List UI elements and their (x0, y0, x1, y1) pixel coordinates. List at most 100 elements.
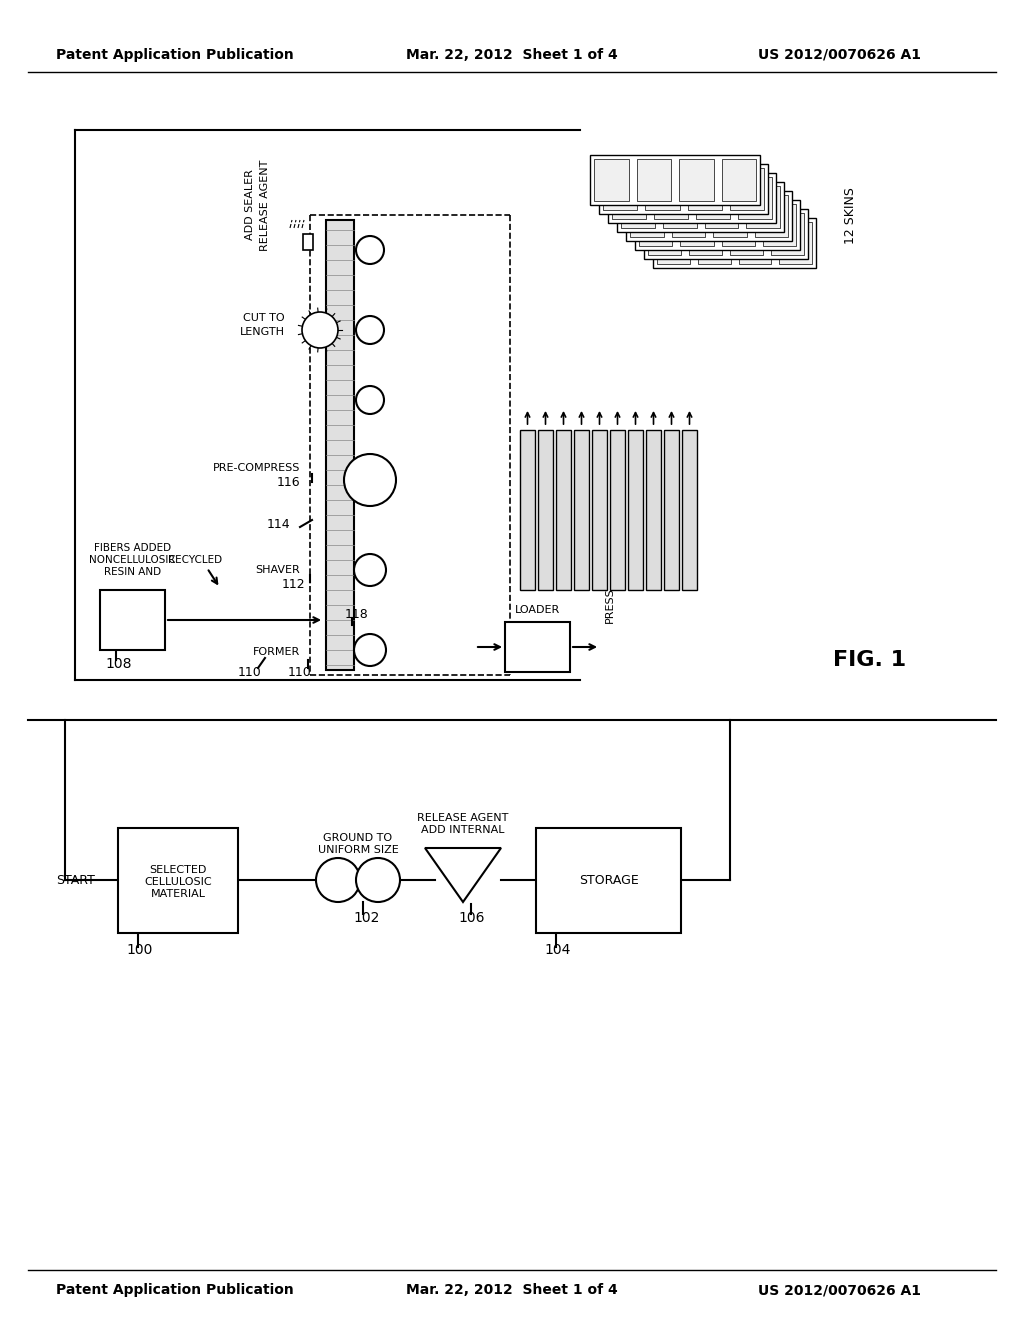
Bar (689, 213, 722, 255)
Circle shape (356, 858, 400, 902)
Text: Patent Application Publication: Patent Application Publication (56, 1283, 294, 1298)
Text: UNIFORM SIZE: UNIFORM SIZE (317, 845, 398, 855)
Bar (592, 430, 607, 590)
Bar (682, 430, 697, 590)
Bar (763, 205, 796, 246)
Bar (118, 828, 238, 932)
Circle shape (356, 315, 384, 345)
Bar (722, 158, 756, 201)
Text: CELLULOSIC: CELLULOSIC (144, 876, 212, 887)
Text: Mar. 22, 2012  Sheet 1 of 4: Mar. 22, 2012 Sheet 1 of 4 (407, 48, 617, 62)
Bar (505, 622, 570, 672)
Text: NONCELLULOSIC: NONCELLULOSIC (89, 554, 176, 565)
Bar (664, 430, 679, 590)
Bar (730, 168, 764, 210)
Text: US 2012/0070626 A1: US 2012/0070626 A1 (759, 1283, 922, 1298)
Text: ADD INTERNAL: ADD INTERNAL (421, 825, 505, 836)
Text: 100: 100 (126, 944, 153, 957)
Bar (646, 430, 662, 590)
Text: STORAGE: STORAGE (579, 874, 638, 887)
Bar (653, 218, 816, 268)
Text: 116: 116 (276, 475, 300, 488)
Text: CUT TO: CUT TO (244, 313, 285, 323)
Bar (599, 164, 768, 214)
Text: RELEASE AGENT: RELEASE AGENT (260, 160, 270, 251)
Text: RECYCLED: RECYCLED (168, 554, 222, 565)
Bar (645, 168, 680, 210)
Text: MATERIAL: MATERIAL (151, 888, 206, 899)
Text: 112: 112 (282, 578, 305, 590)
Bar (738, 222, 771, 264)
Text: SELECTED: SELECTED (150, 865, 207, 875)
Bar (594, 158, 629, 201)
Bar (630, 195, 664, 238)
Text: 108: 108 (105, 657, 131, 671)
Bar (657, 222, 690, 264)
Bar (617, 182, 784, 232)
Bar (326, 220, 354, 671)
Bar (738, 177, 772, 219)
Bar (755, 195, 788, 238)
Bar (303, 234, 313, 249)
Bar (610, 430, 625, 590)
Bar (746, 186, 780, 228)
Bar (536, 828, 681, 932)
Text: LENGTH: LENGTH (240, 327, 285, 337)
Text: 12 SKINS: 12 SKINS (844, 187, 857, 244)
Bar (556, 430, 571, 590)
Text: RESIN AND: RESIN AND (104, 568, 161, 577)
Text: Mar. 22, 2012  Sheet 1 of 4: Mar. 22, 2012 Sheet 1 of 4 (407, 1283, 617, 1298)
Bar (538, 430, 553, 590)
Text: PRESS: PRESS (605, 587, 615, 623)
Text: FIBERS ADDED: FIBERS ADDED (94, 543, 171, 553)
Circle shape (344, 454, 396, 506)
Text: 118: 118 (345, 609, 369, 622)
Bar (644, 209, 808, 259)
Bar (635, 201, 800, 249)
Text: 110: 110 (288, 665, 312, 678)
Bar (608, 173, 776, 223)
Circle shape (354, 634, 386, 667)
Circle shape (356, 236, 384, 264)
Bar (626, 191, 792, 242)
Bar (574, 430, 589, 590)
Text: LOADER: LOADER (515, 605, 560, 615)
Bar (628, 430, 643, 590)
Text: 106: 106 (458, 911, 484, 925)
Text: Patent Application Publication: Patent Application Publication (56, 48, 294, 62)
Bar (680, 205, 714, 246)
Circle shape (316, 858, 360, 902)
Bar (637, 158, 671, 201)
Bar (520, 430, 535, 590)
Text: PRE-COMPRESS: PRE-COMPRESS (213, 463, 300, 473)
Bar (648, 213, 681, 255)
Text: FIG. 1: FIG. 1 (834, 649, 906, 671)
Circle shape (354, 554, 386, 586)
Bar (679, 158, 714, 201)
Text: FORMER: FORMER (253, 647, 300, 657)
Bar (705, 186, 738, 228)
Text: GROUND TO: GROUND TO (324, 833, 392, 843)
Polygon shape (425, 847, 501, 902)
Bar (722, 205, 755, 246)
Text: 104: 104 (544, 944, 570, 957)
Bar (603, 168, 637, 210)
Circle shape (302, 312, 338, 348)
Bar (771, 213, 804, 255)
Text: ADD SEALER: ADD SEALER (245, 169, 255, 240)
Bar (654, 177, 688, 219)
Bar (713, 195, 746, 238)
Text: RELEASE AGENT: RELEASE AGENT (418, 813, 509, 822)
Text: SHAVER: SHAVER (255, 565, 300, 576)
Bar (779, 222, 812, 264)
Bar (696, 177, 730, 219)
Bar (639, 205, 672, 246)
Bar (697, 222, 730, 264)
Bar (590, 154, 760, 205)
Circle shape (356, 385, 384, 414)
Bar (687, 168, 722, 210)
Text: US 2012/0070626 A1: US 2012/0070626 A1 (759, 48, 922, 62)
Bar (100, 590, 165, 649)
Bar (621, 186, 654, 228)
Bar (663, 186, 696, 228)
